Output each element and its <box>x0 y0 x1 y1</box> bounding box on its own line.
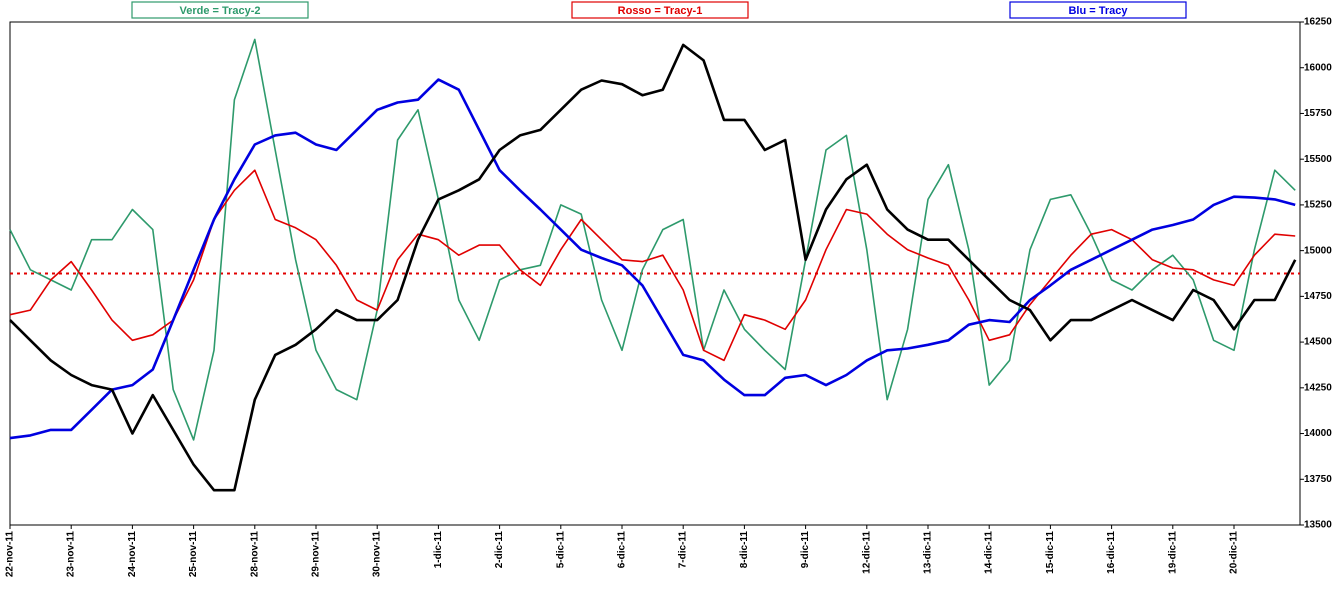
x-tick-label: 15-dic-11 <box>1045 531 1056 574</box>
y-tick-label: 15500 <box>1304 154 1332 165</box>
legend-box <box>131 1 309 19</box>
y-tick-label: 14250 <box>1304 382 1332 393</box>
y-tick-label: 15250 <box>1304 200 1332 211</box>
x-tick-label: 16-dic-11 <box>1106 531 1117 574</box>
y-tick-label: 16000 <box>1304 62 1332 73</box>
x-tick-label: 2-dic-11 <box>494 531 505 569</box>
y-tick-label: 14500 <box>1304 337 1332 348</box>
x-tick-label: 7-dic-11 <box>678 531 689 569</box>
x-tick-label: 19-dic-11 <box>1167 531 1178 574</box>
x-tick-label: 30-nov-11 <box>372 531 383 578</box>
legend-box <box>571 1 749 19</box>
x-tick-label: 28-nov-11 <box>249 531 260 578</box>
y-tick-label: 14750 <box>1304 291 1332 302</box>
series-line <box>9 43 1297 492</box>
legend-label: Rosso = Tracy-1 <box>618 5 703 17</box>
x-tick-label: 13-dic-11 <box>923 531 934 574</box>
x-tick-label: 23-nov-11 <box>66 531 77 578</box>
y-tick-label: 13500 <box>1304 520 1332 531</box>
x-tick-label: 14-dic-11 <box>984 531 995 574</box>
series-line <box>9 38 1296 441</box>
x-tick-label: 29-nov-11 <box>311 531 322 578</box>
series-line <box>9 169 1296 362</box>
x-tick-label: 24-nov-11 <box>127 531 138 578</box>
legend-box <box>1009 1 1187 19</box>
y-tick-label: 14000 <box>1304 428 1332 439</box>
y-tick-label: 16250 <box>1304 17 1332 28</box>
y-tick-label: 13750 <box>1304 474 1332 485</box>
x-tick-label: 6-dic-11 <box>617 531 628 569</box>
x-tick-label: 20-dic-11 <box>1229 531 1240 574</box>
series-line <box>9 78 1296 440</box>
x-tick-label: 1-dic-11 <box>433 531 444 569</box>
x-tick-label: 9-dic-11 <box>800 531 811 569</box>
y-tick-label: 15000 <box>1304 245 1332 256</box>
y-tick-label: 15750 <box>1304 108 1332 119</box>
legend-label: Verde = Tracy-2 <box>179 5 260 17</box>
legend-label: Blu = Tracy <box>1068 5 1128 17</box>
x-tick-label: 22-nov-11 <box>5 531 16 578</box>
x-tick-label: 25-nov-11 <box>188 531 199 578</box>
x-tick-label: 12-dic-11 <box>861 531 872 574</box>
x-tick-label: 5-dic-11 <box>555 531 566 569</box>
x-tick-label: 8-dic-11 <box>739 531 750 569</box>
